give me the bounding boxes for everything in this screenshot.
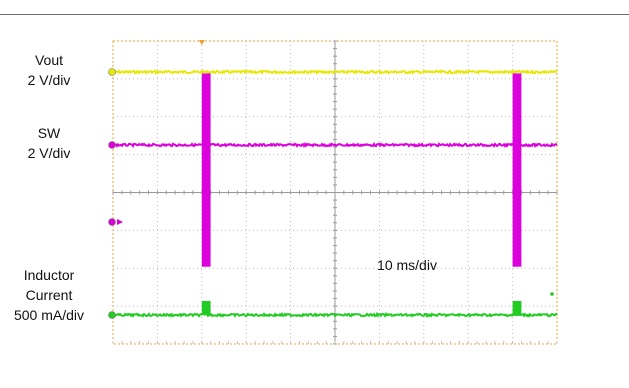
sw-pulse <box>513 73 522 266</box>
timebase-label: 10 ms/div <box>377 257 437 273</box>
graticule <box>113 41 557 344</box>
sw-reference-marker <box>109 219 116 226</box>
vout-channel-marker <box>109 69 116 76</box>
inductor-current-pulse <box>513 301 522 315</box>
sw-pulse <box>202 73 211 266</box>
il-right-marker <box>550 292 554 296</box>
channel-markers <box>109 40 554 319</box>
inductor-current-pulse <box>202 301 211 315</box>
trigger-marker <box>199 40 205 45</box>
sw-channel-marker <box>109 142 116 149</box>
sw-trace <box>113 144 557 146</box>
inductor-current-trace <box>113 314 557 316</box>
sw-reference-arrow <box>117 219 123 225</box>
inductor-current-channel-marker <box>109 312 116 319</box>
